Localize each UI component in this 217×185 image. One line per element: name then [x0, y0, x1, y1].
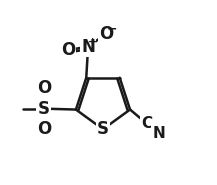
- Text: −: −: [106, 23, 117, 36]
- Text: O: O: [61, 41, 75, 59]
- Text: N: N: [81, 38, 95, 56]
- Text: O: O: [37, 79, 51, 97]
- Text: S: S: [38, 100, 50, 118]
- Text: +: +: [87, 38, 97, 48]
- Text: O: O: [99, 25, 113, 43]
- Text: O: O: [37, 120, 51, 138]
- Text: S: S: [97, 120, 109, 138]
- Text: C: C: [141, 116, 153, 131]
- Text: N: N: [153, 126, 165, 141]
